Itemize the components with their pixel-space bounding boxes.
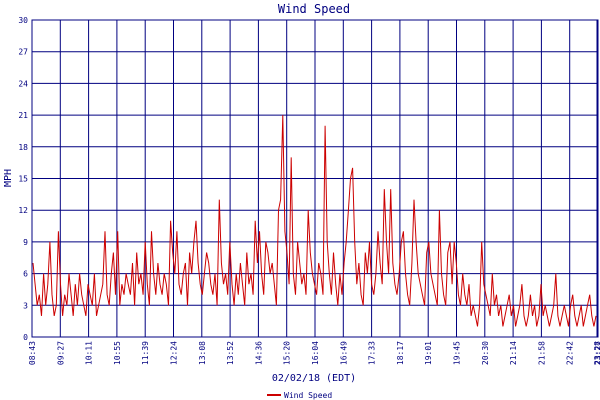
x-tick-label: 19:01 — [424, 341, 433, 365]
y-tick-label: 30 — [18, 16, 28, 25]
series-layer — [32, 115, 597, 327]
x-tick-label: 21:58 — [537, 341, 546, 365]
x-axis-label: 02/02/18 (EDT) — [272, 373, 356, 384]
x-tick-label: 21:14 — [509, 341, 518, 365]
x-tick-label: 11:39 — [141, 341, 150, 365]
x-tick-label: 09:27 — [56, 341, 65, 365]
y-tick-label: 27 — [18, 48, 28, 57]
x-tick-label: 23:27 — [594, 341, 600, 365]
series-line-wind-speed — [32, 115, 597, 327]
x-tick-label: 12:24 — [170, 341, 179, 365]
chart-title: Wind Speed — [278, 2, 350, 16]
x-tick-labels: 08:43 09:27 10:11 10:55 11:39 12:24 13:08 13:52… — [28, 341, 600, 365]
y-tick-label: 15 — [18, 175, 28, 184]
x-tick-label: 15:20 — [283, 341, 292, 365]
x-tick-label: 13:52 — [226, 341, 235, 365]
x-tick-label: 16:49 — [339, 341, 348, 365]
y-tick-label: 9 — [23, 238, 28, 247]
y-axis-label: MPH — [3, 169, 14, 187]
y-tick-label: 12 — [18, 206, 28, 215]
y-tick-label: 6 — [23, 270, 28, 279]
y-tick-label: 0 — [23, 333, 28, 342]
x-tick-label: 19:45 — [453, 341, 462, 365]
x-tick-label: 17:33 — [368, 341, 377, 365]
x-tick-label: 18:17 — [396, 341, 405, 365]
x-tick-label: 10:11 — [85, 341, 94, 365]
y-tick-label: 21 — [18, 111, 28, 120]
y-tick-label: 18 — [18, 143, 28, 152]
x-tick-label: 10:55 — [113, 341, 122, 365]
x-tick-label: 13:08 — [198, 341, 207, 365]
legend-label: Wind Speed — [284, 391, 332, 400]
legend: Wind Speed — [267, 391, 332, 400]
x-tick-label: 08:43 — [28, 341, 37, 365]
x-tick-label: 20:30 — [481, 341, 490, 365]
plot-frame — [31, 19, 599, 338]
y-tick-labels: 0 3 6 9 12 15 18 21 24 27 30 — [18, 16, 28, 342]
x-tick-label: 22:42 — [566, 341, 575, 365]
y-tick-label: 24 — [18, 79, 28, 88]
y-tick-label: 3 — [23, 301, 28, 310]
x-tick-label: 23:28 — [593, 341, 600, 365]
x-tick-label: 14:36 — [254, 341, 263, 365]
x-tick-label: 16:04 — [311, 341, 320, 365]
grid — [31, 19, 599, 338]
